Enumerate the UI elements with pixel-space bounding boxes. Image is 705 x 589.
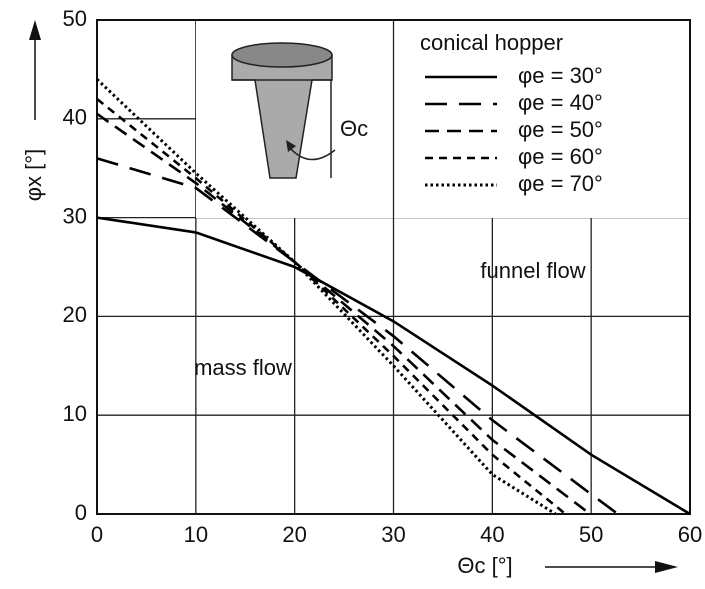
y-tick-label: 20 xyxy=(63,302,87,327)
x-tick-label: 50 xyxy=(579,522,603,547)
legend-label: φe = 50° xyxy=(518,117,603,142)
y-tick-label: 10 xyxy=(63,401,87,426)
x-arrowhead xyxy=(655,561,678,573)
y-tick-label: 40 xyxy=(63,105,87,130)
y-arrowhead xyxy=(29,20,41,40)
region-label: funnel flow xyxy=(480,258,585,283)
legend-label: φe = 30° xyxy=(518,63,603,88)
x-tick-label: 0 xyxy=(91,522,103,547)
series-line xyxy=(96,216,691,516)
x-tick-label: 60 xyxy=(678,522,702,547)
y-axis-label: φx [°] xyxy=(21,149,46,201)
x-tick-label: 40 xyxy=(480,522,504,547)
y-tick-label: 50 xyxy=(63,6,87,31)
series-line xyxy=(96,157,619,516)
x-tick-label: 20 xyxy=(282,522,306,547)
series-line xyxy=(96,98,567,516)
hopper-angle-label: Θc xyxy=(340,116,368,141)
y-tick-label: 30 xyxy=(63,203,87,228)
y-tick-label: 0 xyxy=(75,500,87,525)
legend-label: φe = 60° xyxy=(518,144,603,169)
x-tick-label: 10 xyxy=(184,522,208,547)
x-axis-label: Θc [°] xyxy=(457,553,512,578)
hopper-icon xyxy=(231,42,336,179)
legend-label: φe = 70° xyxy=(518,171,603,196)
legend-title: conical hopper xyxy=(420,30,563,55)
plot-frame xyxy=(96,19,691,515)
legend-label: φe = 40° xyxy=(518,90,603,115)
x-tick-label: 30 xyxy=(381,522,405,547)
series-line xyxy=(96,112,591,516)
region-label: mass flow xyxy=(194,355,292,380)
